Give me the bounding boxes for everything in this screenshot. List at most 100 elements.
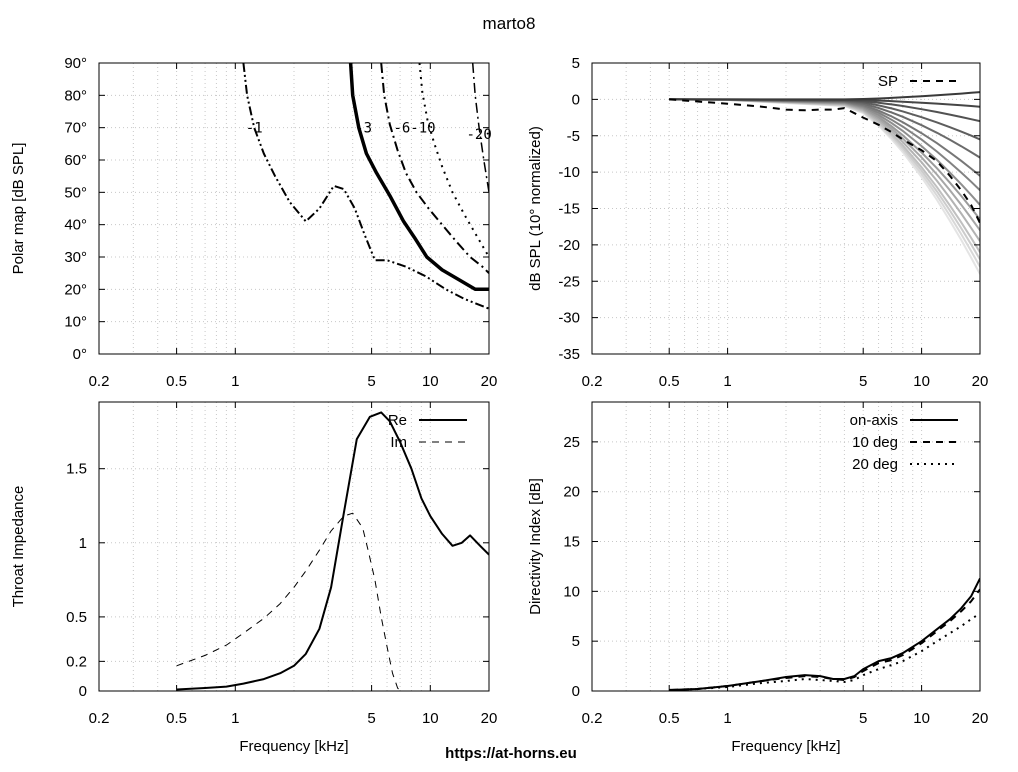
plot-frame [98,401,490,692]
x-axis-label: Frequency [kHz] [239,738,348,755]
contour-label: -3 [355,121,372,137]
y-axis-label: dB SPL (10° normalized) [527,126,544,291]
plot-frame [98,62,490,355]
legend: Re Im [388,412,467,451]
series-line--3 [348,63,489,292]
legend-entry-label: 10 deg [852,434,898,451]
y-tick-label: 0.5 [66,609,87,626]
plot-frame [591,401,981,692]
y-tick-label: -20 [558,237,580,254]
x-tick-label: 0.5 [659,373,680,390]
x-tick-label: 10 [913,710,930,727]
x-tick-label: 1 [723,373,731,390]
x-tick-label: 0.2 [89,373,110,390]
y-tick-label: 30° [64,249,87,266]
y-tick-label: -30 [558,310,580,327]
x-tick-label: 1 [723,710,731,727]
contour-label: -6-10 [393,121,435,137]
x-tick-label: 20 [972,373,989,390]
y-tick-label: 60° [64,152,87,169]
legend-entry-label: Re [388,412,407,429]
legend-entry-label: Im [390,434,407,451]
x-tick-label: 0.2 [582,710,603,727]
grid-lines [99,402,489,691]
x-tick-label: 0.2 [89,710,110,727]
x-tick-label: 0.2 [582,373,603,390]
y-axis-label: Polar map [dB SPL] [10,143,27,275]
plot-area [242,63,489,310]
legend-entry-label: SP [878,73,898,90]
grid-lines [592,63,980,354]
x-tick-label: 20 [972,710,989,727]
x-tick-label: 1 [231,710,239,727]
x-tick-label: 5 [367,710,375,727]
y-tick-label: 10° [64,314,87,331]
contour-label: -20 [466,127,491,143]
y-tick-label: 40° [64,217,87,234]
legend-entry-label: 20 deg [852,456,898,473]
y-tick-label: 15 [563,534,580,551]
y-tick-label: 5 [572,633,580,650]
y-tick-label: -25 [558,273,580,290]
series-line-10 deg [669,588,980,691]
normalized-spl-chart: 0.2 0.5 1 5 10 20 -35 -30 -25 -20 -15 -10 -5 0 5 dB SPL… [527,55,988,390]
series-line-SP [669,98,980,224]
y-tick-label: 0 [79,683,87,700]
polar-map-chart: -1 -3 -6-10 -20 0.2 0.5 1 5 10 20 0° 10° 20° 30° 40° 50… [10,55,497,390]
series-line--6 [380,63,489,274]
legend: SP [878,73,958,90]
series-line-Re [176,411,489,691]
y-tick-label: 0.2 [66,653,87,670]
legend: on-axis 10 deg 20 deg [850,412,958,473]
x-tick-label: 5 [859,373,867,390]
legend-entry-label: on-axis [850,412,898,429]
x-tick-label: 0.5 [659,710,680,727]
y-tick-label: 20 [563,484,580,501]
y-tick-label: 0 [572,91,580,108]
y-axis-label: Directivity Index [dB] [527,478,544,615]
y-tick-label: 1 [79,535,87,552]
y-tick-label: -15 [558,201,580,218]
x-tick-label: 5 [859,710,867,727]
plot-frame [591,62,981,355]
y-tick-label: 5 [572,55,580,72]
figure-title: marto8 [483,14,536,33]
directivity-curve [669,98,980,260]
x-tick-label: 10 [422,710,439,727]
x-tick-label: 10 [913,373,930,390]
x-tick-label: 5 [367,373,375,390]
grid-lines [99,63,489,354]
series-line--10 [418,63,489,258]
y-tick-label: 10 [563,583,580,600]
y-tick-label: 20° [64,281,87,298]
y-tick-label: 90° [64,55,87,72]
x-tick-label: 0.5 [166,373,187,390]
y-axis-label: Throat Impedance [10,486,27,608]
x-tick-label: 20 [481,710,498,727]
y-tick-label: 50° [64,184,87,201]
series-line--1 [242,63,489,310]
x-tick-label: 1 [231,373,239,390]
plot-area [669,577,980,691]
x-tick-label: 10 [422,373,439,390]
y-tick-label: 25 [563,434,580,451]
y-tick-label: -10 [558,164,580,181]
y-tick-label: 0° [73,346,87,363]
y-tick-label: 1.5 [66,461,87,478]
footer-url: https://at-horns.eu [445,745,577,762]
x-tick-label: 20 [481,373,498,390]
y-tick-label: 80° [64,87,87,104]
plot-area [176,411,489,691]
y-tick-label: 70° [64,120,87,137]
plot-area [669,91,980,275]
series-line-Im [176,512,401,691]
series-line--20 [471,63,489,193]
x-tick-label: 0.5 [166,710,187,727]
x-axis-label: Frequency [kHz] [731,738,840,755]
y-tick-label: -5 [567,128,580,145]
y-tick-label: 0 [572,683,580,700]
y-tick-label: -35 [558,346,580,363]
